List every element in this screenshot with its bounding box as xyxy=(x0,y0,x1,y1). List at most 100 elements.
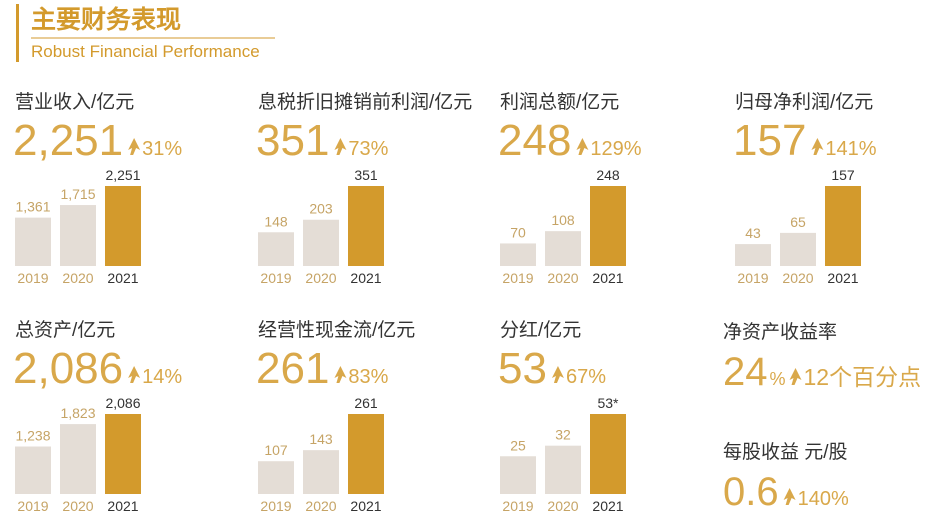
x-tick-label: 2021 xyxy=(350,498,381,514)
value-label: 25 xyxy=(510,437,526,453)
up-arrow xyxy=(334,138,347,155)
value-label: 1,823 xyxy=(60,405,95,421)
header-accent xyxy=(16,4,19,62)
headline-value: 0.6 xyxy=(723,470,779,514)
value-label: 1,361 xyxy=(15,199,50,215)
change-value: 12个百分点 xyxy=(804,364,922,390)
change-value: 141% xyxy=(825,138,876,160)
up-arrow xyxy=(783,488,796,505)
value-label: 53* xyxy=(597,395,619,411)
headline-value: 351 xyxy=(256,116,329,165)
up-arrow xyxy=(128,366,141,383)
headline-value: 2,251 xyxy=(13,116,123,165)
metric-title: 每股收益 元/股 xyxy=(723,441,848,463)
headline-value: 157 xyxy=(733,116,806,165)
bar xyxy=(105,414,141,494)
bar xyxy=(735,244,771,266)
bar xyxy=(15,217,51,266)
headline-unit: % xyxy=(770,369,786,389)
value-label: 248 xyxy=(596,167,620,183)
x-tick-label: 2020 xyxy=(62,498,93,514)
x-tick-label: 2020 xyxy=(305,498,336,514)
value-label: 148 xyxy=(264,213,288,229)
value-label: 261 xyxy=(354,395,378,411)
x-tick-label: 2019 xyxy=(502,270,533,286)
value-label: 43 xyxy=(745,225,761,241)
up-arrow xyxy=(811,138,824,155)
metric-title: 息税折旧摊销前利润/亿元 xyxy=(258,91,472,113)
up-arrow xyxy=(576,138,589,155)
bar xyxy=(303,219,339,266)
up-arrow xyxy=(334,366,347,383)
value-label: 70 xyxy=(510,224,526,240)
change-value: 129% xyxy=(590,138,641,160)
value-label: 65 xyxy=(790,214,806,230)
bar xyxy=(303,450,339,494)
headline-value: 2,086 xyxy=(13,344,123,393)
bar xyxy=(60,205,96,266)
metric-title: 营业收入/亿元 xyxy=(15,91,134,113)
change-value: 14% xyxy=(142,366,182,388)
bar xyxy=(15,446,51,494)
headline-value: 53 xyxy=(498,344,547,393)
bar xyxy=(500,456,536,494)
value-label: 2,251 xyxy=(105,167,140,183)
header-subtitle: Robust Financial Performance xyxy=(31,42,260,61)
bar xyxy=(545,445,581,494)
bar xyxy=(105,186,141,266)
value-label: 2,086 xyxy=(105,395,140,411)
value-label: 107 xyxy=(264,442,288,458)
x-tick-label: 2021 xyxy=(827,270,858,286)
bar xyxy=(258,232,294,266)
value-label: 32 xyxy=(555,427,571,443)
x-tick-label: 2019 xyxy=(260,270,291,286)
change-value: 31% xyxy=(142,138,182,160)
bar xyxy=(590,414,626,494)
change-value: 67% xyxy=(566,366,606,388)
up-arrow xyxy=(128,138,141,155)
x-tick-label: 2021 xyxy=(107,270,138,286)
metric-title: 归母净利润/亿元 xyxy=(735,91,873,113)
x-tick-label: 2020 xyxy=(782,270,813,286)
x-tick-label: 2019 xyxy=(737,270,768,286)
x-tick-label: 2020 xyxy=(62,270,93,286)
metric-title: 净资产收益率 xyxy=(723,321,837,343)
x-tick-label: 2019 xyxy=(17,498,48,514)
x-tick-label: 2020 xyxy=(547,498,578,514)
x-tick-label: 2019 xyxy=(502,498,533,514)
header-title: 主要财务表现 xyxy=(31,6,181,34)
value-label: 1,715 xyxy=(60,186,95,202)
x-tick-label: 2020 xyxy=(547,270,578,286)
metric-title: 总资产/亿元 xyxy=(15,319,115,341)
up-arrow xyxy=(551,366,564,383)
x-tick-label: 2021 xyxy=(350,270,381,286)
value-label: 203 xyxy=(309,201,333,217)
metric-title: 经营性现金流/亿元 xyxy=(258,319,415,341)
metric-title: 分红/亿元 xyxy=(500,319,581,341)
change-value: 140% xyxy=(798,488,849,510)
headline-value: 261 xyxy=(256,344,329,393)
x-tick-label: 2019 xyxy=(260,498,291,514)
metric-title: 利润总额/亿元 xyxy=(500,91,619,113)
up-arrow xyxy=(789,368,802,385)
x-tick-label: 2020 xyxy=(305,270,336,286)
value-label: 351 xyxy=(354,167,378,183)
bar xyxy=(590,186,626,266)
bar xyxy=(348,186,384,266)
value-label: 108 xyxy=(551,212,575,228)
value-label: 1,238 xyxy=(15,428,50,444)
bar xyxy=(780,232,816,266)
bar xyxy=(825,186,861,266)
bar xyxy=(545,231,581,266)
headline-value: 24 xyxy=(723,350,768,394)
x-tick-label: 2019 xyxy=(17,270,48,286)
x-tick-label: 2021 xyxy=(107,498,138,514)
x-tick-label: 2021 xyxy=(592,498,623,514)
change-value: 73% xyxy=(348,138,388,160)
bar xyxy=(258,461,294,494)
bar xyxy=(60,424,96,494)
headline-value: 248 xyxy=(498,116,571,165)
bar xyxy=(500,243,536,266)
